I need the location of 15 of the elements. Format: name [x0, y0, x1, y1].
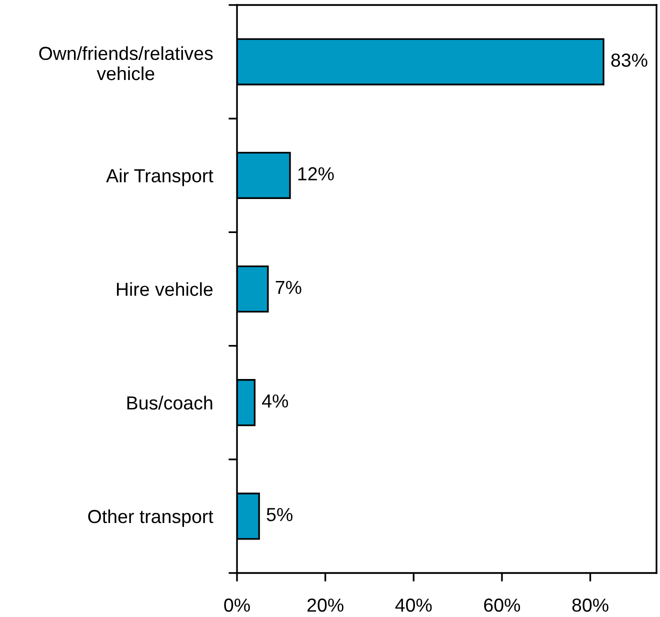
y-tick-label: Own/friends/relatives vehicle — [39, 46, 213, 80]
data-label: 12% — [298, 167, 334, 180]
x-tick-label: 60% — [484, 598, 520, 612]
y-tick-label: Hire vehicle — [116, 282, 213, 296]
data-label: 5% — [266, 508, 292, 522]
data-label: 4% — [262, 394, 288, 408]
x-tick-label: 80% — [572, 598, 608, 612]
x-tick-label: 20% — [307, 598, 344, 612]
data-label: 83% — [611, 54, 648, 67]
data-label: 7% — [276, 280, 302, 294]
y-tick-label: Air Transport — [106, 168, 214, 186]
x-tick-label: 40% — [395, 598, 432, 612]
y-tick-label: Bus/coach — [127, 396, 212, 410]
x-tick-label: 0% — [224, 598, 250, 612]
y-tick-label: Other transport — [88, 509, 214, 527]
